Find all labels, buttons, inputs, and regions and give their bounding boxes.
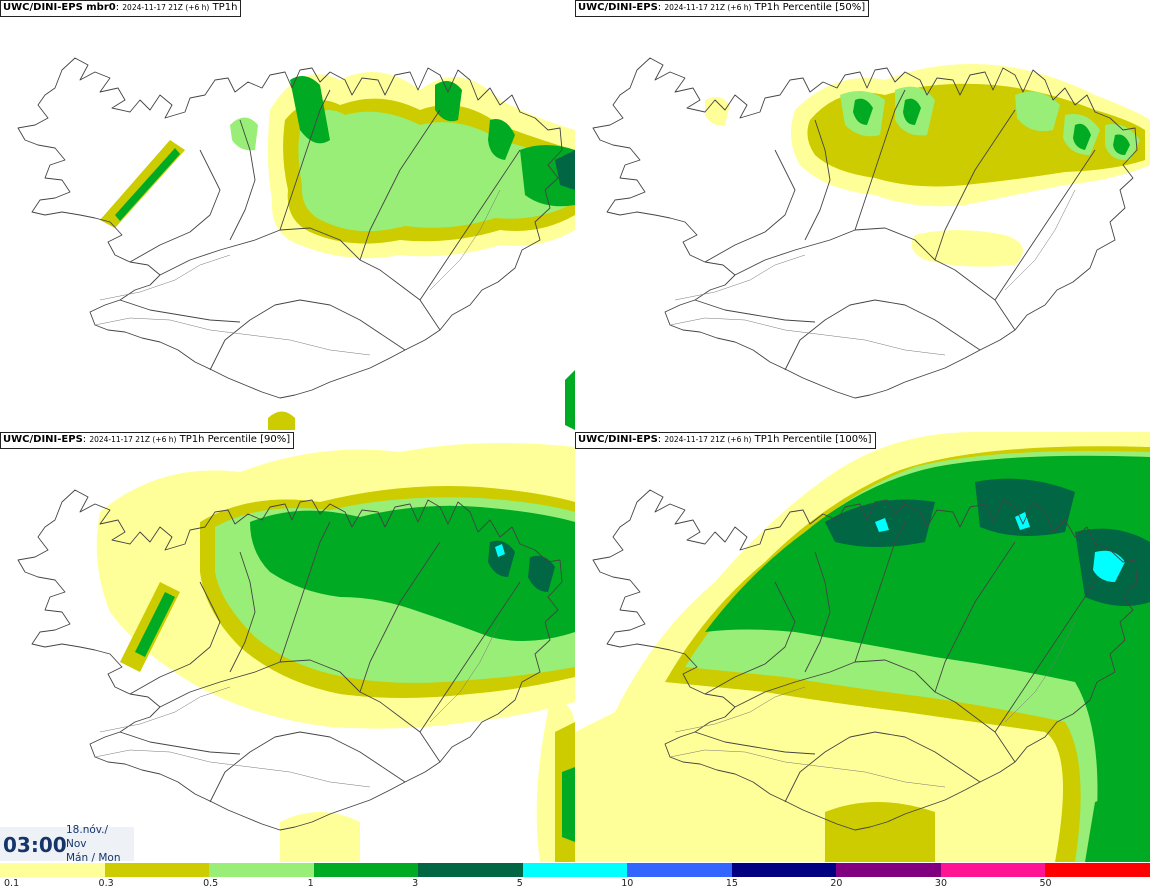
panel-title: UWC/DINI-EPS mbr0: 2024-11-17 21Z (+6 h)… [0, 0, 242, 17]
valid-time-box: 03:00 18.nóv./ Nov Mán / Mon [0, 824, 134, 864]
legend-tick-label: 50 [1039, 878, 1052, 889]
legend-colorbar [0, 863, 1150, 877]
legend-swatch [209, 863, 315, 877]
map-panel-p90: UWC/DINI-EPS: 2024-11-17 21Z (+6 h) TP1h… [0, 432, 575, 862]
panel-title: UWC/DINI-EPS: 2024-11-17 21Z (+6 h) TP1h… [575, 0, 870, 17]
legend-swatch [0, 863, 106, 877]
map-panel-p100: UWC/DINI-EPS: 2024-11-17 21Z (+6 h) TP1h… [575, 432, 1150, 862]
legend-tick-label: 15 [725, 878, 738, 889]
precip-map-mbr0 [17, 57, 575, 430]
legend-swatch [627, 863, 733, 877]
legend-tick-label: 5 [516, 878, 523, 889]
legend-tick-label: 10 [621, 878, 634, 889]
legend-tick-label: 1 [307, 878, 314, 889]
panel-title: UWC/DINI-EPS: 2024-11-17 21Z (+6 h) TP1h… [0, 432, 295, 449]
precip-field [705, 64, 1150, 267]
precip-map-p90 [17, 443, 575, 862]
legend-swatch [104, 863, 211, 877]
legend-swatch [940, 863, 1047, 877]
precip-map-p100 [575, 432, 1150, 862]
legend-swatch [418, 863, 524, 877]
precip-map-p50 [592, 57, 1150, 399]
panel-title: UWC/DINI-EPS: 2024-11-17 21Z (+6 h) TP1h… [575, 432, 876, 449]
legend-tick-label: 3 [412, 878, 419, 889]
legend-swatch [313, 863, 420, 877]
legend-swatch [836, 863, 942, 877]
legend-ticks: 0.1 0.3 0.5 1 3 5 10 15 20 30 50 [0, 877, 1150, 891]
precip-field [575, 432, 1150, 862]
precip-field [96, 443, 575, 862]
map-panel-mbr0: UWC/DINI-EPS mbr0: 2024-11-17 21Z (+6 h)… [0, 0, 575, 430]
legend-tick-label: 20 [830, 878, 843, 889]
legend-swatch [522, 863, 629, 877]
legend-tick-label: 30 [934, 878, 947, 889]
legend-tick-label: 0.5 [203, 878, 219, 889]
valid-day: 18.nóv./ [66, 824, 109, 836]
valid-weekday: Mán / Mon [66, 852, 121, 864]
map-panel-p50: UWC/DINI-EPS: 2024-11-17 21Z (+6 h) TP1h… [575, 0, 1150, 430]
precip-field [100, 72, 575, 430]
legend-tick-label: 0.3 [98, 878, 114, 889]
valid-time: 03:00 [3, 833, 67, 857]
legend-swatch [731, 863, 838, 877]
valid-month: Nov [66, 838, 87, 850]
legend-tick-label: 0.1 [4, 878, 20, 889]
legend-swatch [1045, 863, 1150, 877]
